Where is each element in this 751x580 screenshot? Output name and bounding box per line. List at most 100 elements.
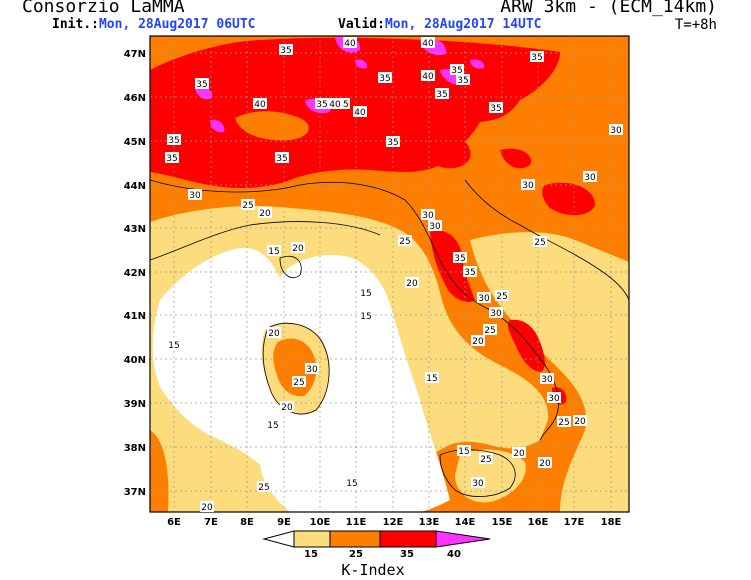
contour-label-text: 35	[276, 154, 287, 164]
contour-label-text: 25	[558, 418, 569, 428]
contour-label-text: 15	[168, 341, 179, 351]
contour-label-text: 30	[541, 375, 553, 385]
contour-label-box	[292, 376, 306, 387]
contour-label: 25	[495, 290, 509, 302]
contour-label-text: 30	[472, 479, 484, 489]
contour-label-text: 25	[242, 201, 253, 211]
contour-label-text: 20	[201, 503, 213, 513]
colorbar-title: K-Index	[341, 561, 404, 579]
field-k35-40-balkan	[500, 148, 531, 169]
contour-label: 35	[275, 152, 289, 164]
contour-label: 40	[328, 98, 342, 110]
contour-label: 15	[267, 245, 281, 257]
valid-value: Mon, 28Aug2017 14UTC	[384, 17, 542, 32]
latitude-axis: 47N 46N 45N 44N 43N 42N 41N 40N 39N 38N …	[124, 49, 146, 498]
contour-label: 20	[200, 501, 214, 513]
contour-label-box	[512, 447, 526, 458]
contour-label: 15	[359, 310, 373, 322]
contour-label-text: 30	[422, 211, 434, 221]
field-k35-40-croatia	[542, 182, 595, 216]
contour-label-box	[200, 501, 214, 512]
contour-label: 35	[167, 134, 181, 146]
contour-label-text: 20	[539, 459, 551, 469]
contour-label-box	[471, 335, 485, 346]
contour-label-text: 40	[422, 72, 434, 82]
field-k15-25-east	[470, 232, 629, 512]
contour-label-box	[328, 98, 342, 109]
lat-tick: 40N	[124, 355, 146, 366]
contour-label-box	[489, 102, 503, 113]
contour-label-box	[343, 37, 357, 48]
contour-label-box	[257, 481, 271, 492]
contour-label-box	[471, 477, 485, 488]
lon-tick: 12E	[383, 517, 404, 528]
lon-tick: 13E	[419, 517, 440, 528]
contour-label-box	[421, 37, 435, 48]
contour-label-box	[398, 235, 412, 246]
colorbar-tick: 40	[447, 549, 461, 560]
contour-label-text: 40	[329, 100, 341, 110]
contour-label-text: 35	[280, 46, 291, 56]
contour-label: 30	[547, 392, 561, 404]
contour-label-text: 25	[480, 455, 491, 465]
contour-label-text: 15	[267, 421, 278, 431]
contour-label: 30	[428, 220, 442, 232]
contour-label: 40	[421, 70, 435, 82]
contour-label-text: 25	[293, 378, 304, 388]
contour-label-text: 20	[472, 337, 484, 347]
lon-tick: 11E	[346, 517, 367, 528]
contour-label-text: 30	[429, 222, 441, 232]
contour-label: 20	[538, 457, 552, 469]
contour-label: 40	[421, 37, 435, 49]
contour-label-box	[428, 220, 442, 231]
contour-label-box	[279, 44, 293, 55]
contour-label-box	[291, 242, 305, 253]
contour-label: 15	[266, 419, 280, 431]
contour-label-text: 15	[360, 289, 371, 299]
field-k25-35-alps-gap	[235, 111, 309, 141]
contour-label: 15	[359, 287, 373, 299]
longitude-axis: 6E 7E 8E 9E 10E 11E 12E 13E 14E 15E 16E …	[167, 517, 621, 528]
contour-label-box	[421, 209, 435, 220]
contour-label-box	[280, 401, 294, 412]
contour-label: 35	[378, 72, 392, 84]
contour-label-text: 25	[399, 237, 410, 247]
contour-label-box	[188, 189, 202, 200]
contour-label-text: 35	[168, 136, 179, 146]
lon-tick: 17E	[564, 517, 585, 528]
contour-label: 20	[405, 277, 419, 289]
contour-label-box	[167, 339, 181, 350]
contour-label-text: 35	[379, 74, 390, 84]
contour-label: 40	[343, 37, 357, 49]
contour-label-text: 20	[513, 449, 525, 459]
contour-label-box	[479, 453, 493, 464]
lon-tick: 6E	[167, 517, 181, 528]
contour-label-text: 30	[306, 365, 318, 375]
contour-label-text: 30	[490, 309, 502, 319]
contour-label-text: 15	[426, 374, 437, 384]
contour-label: 30	[489, 307, 503, 319]
valid-time: Valid:Mon, 28Aug2017 14UTC	[338, 17, 542, 32]
contour-label-text: 35	[454, 254, 465, 264]
contour-label-box	[195, 78, 209, 89]
lat-tick: 42N	[124, 268, 146, 279]
valid-label: Valid:	[338, 17, 385, 32]
contour-label-text: 40	[344, 39, 356, 49]
contour-label-box	[456, 74, 470, 85]
contour-label: 25	[398, 235, 412, 247]
contour-label: 35	[195, 78, 209, 90]
contour-label-text: 20	[281, 403, 293, 413]
contour-label: 30	[188, 189, 202, 201]
contour-label-box	[477, 292, 491, 303]
contour-label: 30	[305, 363, 319, 375]
field-k25-35-southwest	[150, 430, 169, 512]
contour-label: 35	[279, 44, 293, 56]
contour-label-text: 30	[522, 181, 534, 191]
contour-label-box	[495, 290, 509, 301]
lat-tick: 41N	[124, 311, 146, 322]
lat-tick: 45N	[124, 137, 146, 148]
contour-label-text: 35	[464, 268, 475, 278]
lat-tick: 47N	[124, 49, 146, 60]
colorbar-segment-below15	[262, 530, 295, 548]
